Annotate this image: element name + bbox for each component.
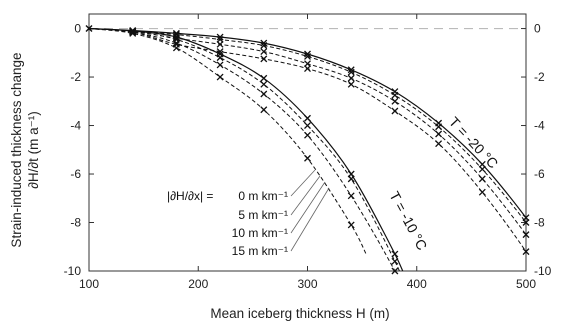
data-point-marker bbox=[216, 61, 224, 69]
data-point-marker bbox=[522, 248, 530, 256]
data-point-marker bbox=[478, 188, 486, 196]
data-point-marker bbox=[216, 33, 224, 41]
data-point-marker bbox=[216, 50, 224, 58]
data-point-marker bbox=[216, 73, 224, 81]
data-point-marker bbox=[478, 175, 486, 183]
data-point-marker bbox=[347, 80, 355, 88]
data-point-marker bbox=[304, 131, 311, 139]
data-point-marker bbox=[304, 154, 311, 162]
marker-layer bbox=[85, 25, 530, 275]
data-point-marker bbox=[260, 90, 268, 98]
y-axis-title-line2: ∂H/∂t (m a⁻¹) bbox=[26, 111, 41, 188]
y-tick-label-left: -6 bbox=[70, 167, 81, 181]
legend-leader-line bbox=[290, 175, 321, 216]
y-tick-label-right: -10 bbox=[534, 264, 552, 278]
data-point-marker bbox=[172, 40, 180, 48]
legend-leader-line bbox=[290, 187, 330, 252]
data-point-marker bbox=[304, 114, 311, 122]
y-tick-label-right: 0 bbox=[534, 22, 541, 36]
data-point-marker bbox=[304, 122, 311, 129]
data-point-marker bbox=[260, 80, 268, 88]
legend-leader-line bbox=[290, 169, 316, 197]
data-point-marker bbox=[522, 231, 530, 239]
x-tick-label: 200 bbox=[188, 277, 208, 291]
data-point-marker bbox=[129, 28, 137, 36]
data-point-marker bbox=[435, 130, 443, 138]
y-tick-label-right: -4 bbox=[534, 119, 545, 133]
data-point-marker bbox=[260, 48, 268, 56]
legend-header: |∂H/∂x| = bbox=[167, 189, 213, 203]
y-tick-label-right: -2 bbox=[534, 70, 545, 84]
data-point-marker bbox=[304, 52, 311, 60]
data-point-marker bbox=[129, 29, 137, 37]
x-tick-label: 300 bbox=[297, 277, 317, 291]
data-point-marker bbox=[347, 74, 355, 82]
data-point-marker bbox=[347, 66, 355, 74]
data-point-marker bbox=[435, 119, 443, 127]
data-point-marker bbox=[391, 250, 399, 258]
data-point-marker bbox=[391, 257, 399, 265]
legend-entry: 15 m km⁻¹ bbox=[232, 244, 288, 258]
series-line bbox=[89, 27, 526, 219]
data-point-marker bbox=[304, 65, 311, 73]
x-tick-label: 500 bbox=[516, 277, 536, 291]
y-tick-label-right: -8 bbox=[534, 216, 545, 230]
data-point-marker bbox=[172, 29, 180, 37]
legend-entry: 5 m km⁻¹ bbox=[238, 208, 288, 222]
series-line bbox=[89, 28, 526, 253]
y-tick-label-left: -4 bbox=[70, 119, 81, 133]
data-point-marker bbox=[347, 221, 355, 229]
y-tick-label-left: 0 bbox=[74, 22, 81, 36]
y-tick-label-left: -2 bbox=[70, 70, 81, 84]
data-point-marker bbox=[260, 55, 268, 63]
origin-marker bbox=[85, 25, 93, 33]
x-tick-label: 400 bbox=[407, 277, 427, 291]
data-point-marker bbox=[260, 39, 268, 47]
x-axis-title: Mean iceberg thickness H (m) bbox=[210, 306, 389, 321]
data-point-marker bbox=[478, 160, 486, 168]
legend-leader-line bbox=[290, 181, 326, 234]
series-layer bbox=[89, 27, 526, 271]
data-point-marker bbox=[435, 140, 443, 148]
data-point-marker bbox=[347, 68, 355, 76]
data-point-marker bbox=[391, 97, 399, 105]
data-point-marker bbox=[391, 267, 399, 275]
data-point-marker bbox=[304, 50, 311, 58]
data-point-marker bbox=[129, 27, 137, 34]
data-point-marker bbox=[260, 42, 268, 49]
series-line bbox=[89, 28, 396, 271]
data-point-marker bbox=[216, 40, 224, 48]
data-point-marker bbox=[391, 107, 399, 115]
y-tick-label-left: -10 bbox=[64, 264, 82, 278]
data-point-marker bbox=[260, 106, 268, 114]
annotation-t-minus-10: T = -10 °C bbox=[386, 189, 430, 253]
y-tick-label-right: -6 bbox=[534, 167, 545, 181]
axis-ticks: 100 200 300 400 500 0 0 -2 -2 -4 -4 -6 -6 -8 -8 -10 -10 bbox=[64, 14, 552, 291]
legend: |∂H/∂x| = 0 m km⁻¹ 5 m km⁻¹ 10 m km⁻¹ 15 m k… bbox=[167, 169, 330, 258]
series-line bbox=[89, 28, 367, 256]
data-point-marker bbox=[347, 170, 355, 178]
data-point-marker bbox=[522, 214, 530, 222]
data-point-marker bbox=[260, 74, 268, 82]
data-point-marker bbox=[216, 48, 224, 56]
y-axis-title-line1: Strain-induced thickness change bbox=[9, 52, 24, 247]
data-point-marker bbox=[391, 88, 399, 96]
legend-entry: 10 m km⁻¹ bbox=[232, 226, 288, 240]
y-tick-label-left: -8 bbox=[70, 216, 81, 230]
annotation-t-minus-20: T = -20 °C bbox=[446, 114, 501, 172]
data-point-marker bbox=[347, 192, 355, 200]
legend-entry: 0 m km⁻¹ bbox=[238, 189, 288, 203]
x-tick-label: 100 bbox=[79, 277, 99, 291]
